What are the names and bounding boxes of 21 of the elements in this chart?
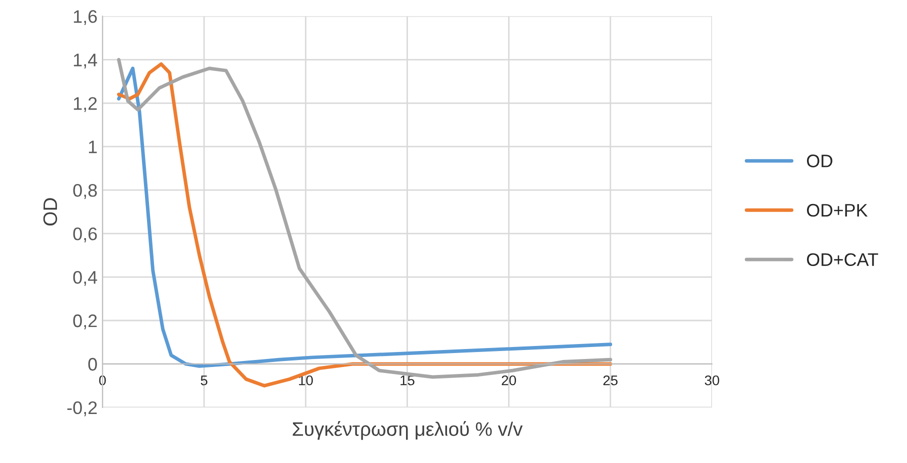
legend-label: OD+CAT <box>806 253 878 266</box>
x-tick-label: 30 <box>704 375 720 386</box>
x-tick-label: 5 <box>200 376 208 386</box>
legend-label: OD+PK <box>806 204 868 217</box>
x-tick-label: 20 <box>502 375 516 386</box>
y-tick-label: 1,6 <box>74 10 97 26</box>
y-tick-label: -0,2 <box>67 401 97 416</box>
y-tick-label: 0,4 <box>73 270 98 286</box>
legend-label: OD <box>806 154 832 168</box>
x-axis-title: Συγκέντρωση μελιού % v/v <box>292 421 523 440</box>
y-tick-label: 0,8 <box>73 184 97 199</box>
y-tick-label: 1,4 <box>74 54 98 69</box>
y-tick-label: 1,2 <box>74 97 97 112</box>
y-tick-label: 0,2 <box>73 314 97 330</box>
y-axis-title: OD <box>43 198 58 226</box>
x-tick-label: 10 <box>298 375 313 386</box>
y-tick-label: 1 <box>88 140 97 154</box>
y-tick-label: 0,6 <box>73 227 97 242</box>
x-tick-label: 25 <box>603 375 618 386</box>
x-tick-label: 15 <box>400 376 414 386</box>
y-tick-label: 0 <box>88 358 97 371</box>
